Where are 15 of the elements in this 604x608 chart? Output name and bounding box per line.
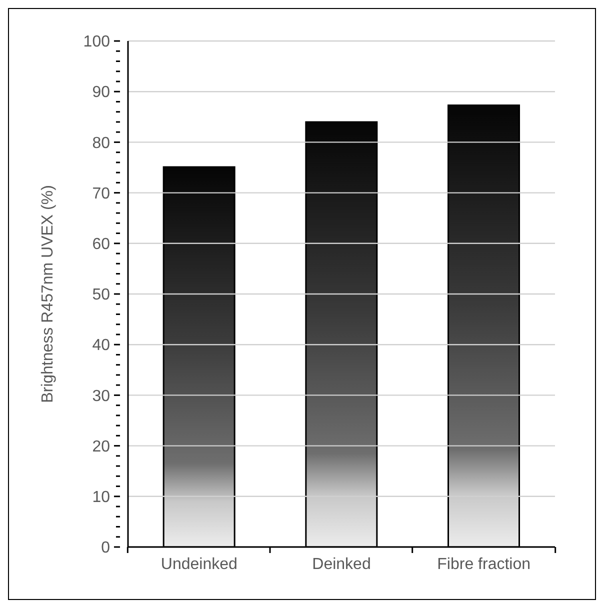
y-tick-label: 90 [92,84,110,102]
x-tick-label: Deinked [312,556,371,573]
y-tick-label: 40 [92,337,110,354]
x-tick-label: Undeinked [160,556,238,573]
y-tick-label: 10 [92,489,110,506]
y-tick-label: 30 [92,388,110,405]
y-tick-label: 60 [92,236,110,253]
y-tick-label: 20 [92,438,110,456]
y-tick-label: 80 [92,134,110,152]
y-tick-label: 0 [101,540,110,557]
y-tick-label: 70 [92,185,110,202]
y-axis-title: Brightness R457nm UVEX (%) [40,185,57,403]
x-tick-label: Fibre fraction [437,556,531,573]
y-tick-label: 50 [92,286,110,304]
y-tick-label: 100 [83,34,110,51]
